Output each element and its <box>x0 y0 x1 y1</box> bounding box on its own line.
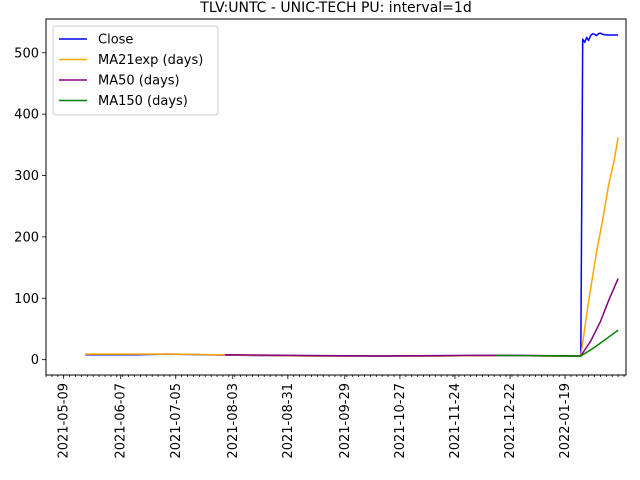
x-tick-label: 2021-06-07 <box>114 383 129 459</box>
y-tick-label: 100 <box>14 292 39 307</box>
y-tick-label: 200 <box>14 230 39 245</box>
series-layer <box>85 32 619 357</box>
x-tick-label: 2021-12-22 <box>503 383 518 459</box>
legend-box <box>52 25 219 116</box>
legend-label: MA21exp (days) <box>98 53 203 68</box>
y-tick-label: 400 <box>14 108 39 123</box>
y-tick-label: 300 <box>14 169 39 184</box>
x-tick-label: 2021-09-29 <box>338 383 353 459</box>
chart-title: TLV:UNTC - UNIC-TECH PU: interval=1d <box>199 0 471 16</box>
series-line-ma150-days <box>496 329 619 357</box>
x-tick-label: 2021-07-05 <box>169 383 184 459</box>
y-tick-label: 0 <box>31 353 39 368</box>
legend: Close MA21exp (days) MA50 (days) MA150 (day… <box>52 25 219 116</box>
x-tick-label: 2021-08-03 <box>226 383 241 459</box>
axes-layer: 2021-05-09 2021-06-07 2021-07-05 2021-08-03… <box>14 46 625 459</box>
x-tick-label: 2021-11-24 <box>448 383 463 459</box>
legend-label: Close <box>98 33 133 48</box>
plot-frame <box>45 18 627 376</box>
legend-label: MA50 (days) <box>98 74 180 89</box>
y-tick-label: 500 <box>14 46 39 61</box>
legend-label: MA150 (days) <box>98 94 188 109</box>
x-tick-label: 2021-05-09 <box>57 383 72 459</box>
x-tick-label: 2022-01-19 <box>558 383 573 459</box>
x-tick-label: 2021-08-31 <box>281 383 296 459</box>
x-tick-label: 2021-10-27 <box>393 383 408 459</box>
